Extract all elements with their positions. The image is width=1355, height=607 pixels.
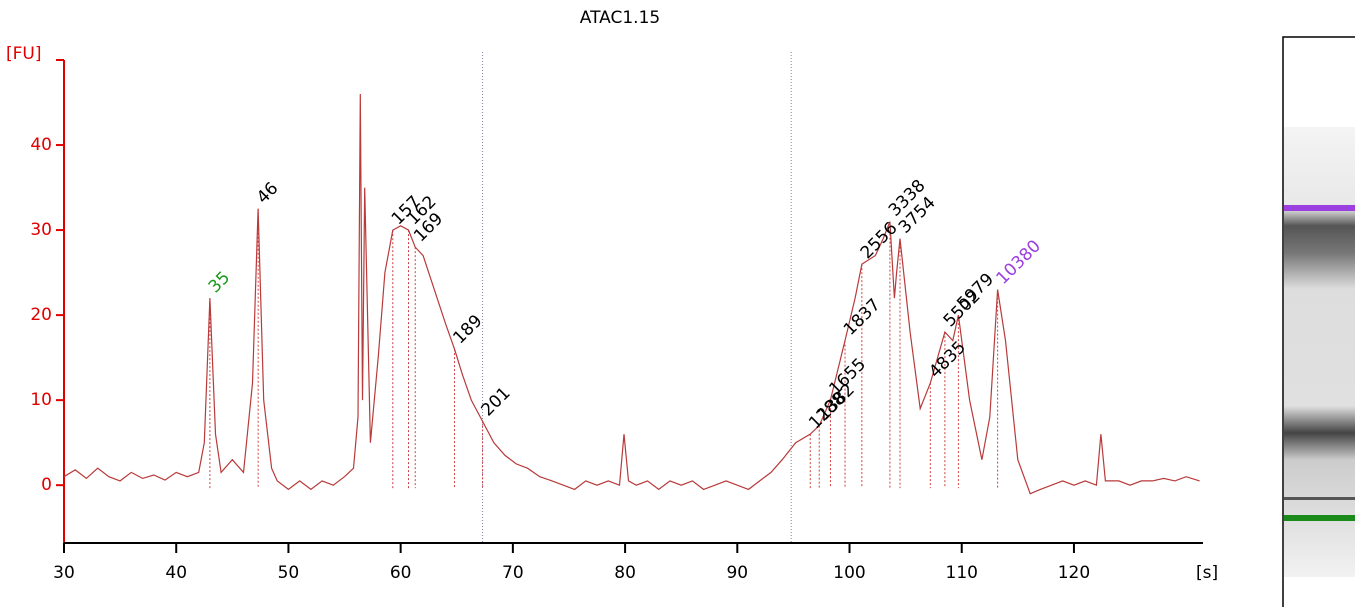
gel-lane-fill: [1284, 127, 1355, 577]
x-tick-label: 40: [165, 563, 187, 583]
y-tick-label: 30: [30, 220, 52, 240]
x-tick-label: 60: [390, 563, 412, 583]
y-tick-label: 40: [30, 135, 52, 155]
gel-lane: [1282, 36, 1355, 607]
peak-label: 46: [253, 178, 282, 207]
x-tick-label: 70: [502, 563, 524, 583]
x-axis-label: [s]: [1196, 563, 1218, 583]
y-tick-label: 20: [30, 305, 52, 325]
x-tick-label: 80: [614, 563, 636, 583]
x-tick-label: 110: [946, 563, 978, 583]
x-tick-label: 30: [53, 563, 75, 583]
x-tick-label: 100: [833, 563, 865, 583]
x-tick-label: 90: [726, 563, 748, 583]
gel-lower-marker: [1284, 515, 1355, 521]
y-tick-label: 10: [30, 390, 52, 410]
peak-label: 2556: [857, 218, 902, 263]
peak-label: 4835: [925, 337, 970, 382]
gel-upper-marker: [1284, 205, 1355, 211]
chart-title: ATAC1.15: [580, 8, 660, 28]
peak-label: 189: [449, 311, 486, 348]
y-tick-label: 0: [41, 475, 52, 495]
gel-band: [1284, 497, 1355, 500]
peak-label: 35: [205, 268, 234, 297]
trace: [63, 93, 1200, 495]
peak-label: 10380: [993, 236, 1045, 288]
x-tick-label: 120: [1058, 563, 1090, 583]
y-axis-label: [FU]: [6, 44, 42, 64]
x-tick-label: 50: [278, 563, 300, 583]
